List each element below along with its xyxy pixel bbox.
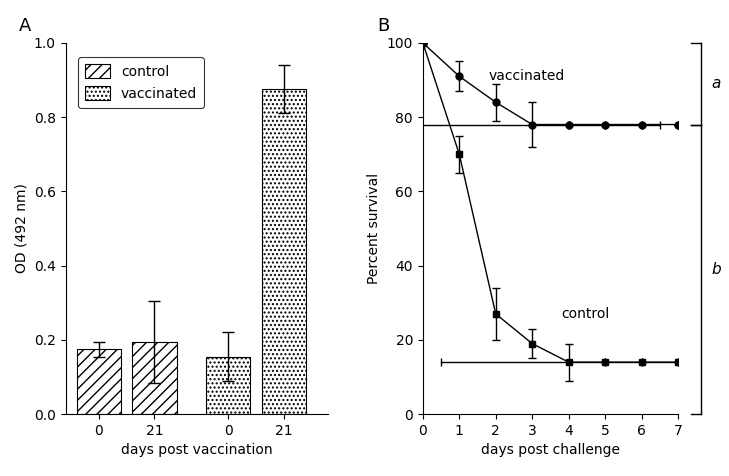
X-axis label: days post challenge: days post challenge: [481, 444, 620, 457]
Text: vaccinated: vaccinated: [488, 69, 565, 83]
Bar: [206, 357, 251, 414]
Text: a: a: [711, 76, 720, 91]
Y-axis label: Percent survival: Percent survival: [367, 173, 381, 284]
Bar: [132, 342, 176, 414]
Y-axis label: OD (492 nm): OD (492 nm): [15, 184, 28, 273]
Text: A: A: [18, 18, 31, 35]
Legend: control, vaccinated: control, vaccinated: [78, 57, 204, 108]
Text: control: control: [561, 307, 609, 321]
Bar: [77, 349, 121, 414]
Text: b: b: [711, 262, 721, 277]
Text: B: B: [377, 18, 389, 35]
X-axis label: days post vaccination: days post vaccination: [121, 444, 273, 457]
Bar: [262, 89, 306, 414]
